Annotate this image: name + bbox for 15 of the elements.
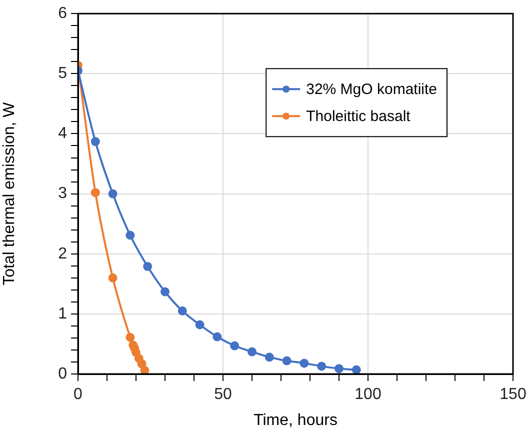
legend-label: Tholeittic basalt <box>306 108 412 126</box>
y-tick-label: 2 <box>58 245 68 262</box>
y-axis-title: Total thermal emission, W <box>1 101 18 286</box>
y-tick-label: 1 <box>58 305 68 322</box>
y-tick-label: 6 <box>58 5 68 22</box>
x-tick-label: 150 <box>500 386 526 404</box>
x-tick-label: 100 <box>354 386 382 404</box>
x-tick-label: 0 <box>74 386 83 404</box>
y-tick-label: 0 <box>58 365 68 382</box>
y-tick-label: 4 <box>58 125 68 142</box>
x-tick-label: 50 <box>214 386 232 404</box>
y-tick-label: 3 <box>58 185 68 202</box>
legend-label: 32% MgO komatiite <box>306 81 438 98</box>
x-axis-title: Time, hours <box>254 412 338 429</box>
y-tick-label: 5 <box>58 65 68 82</box>
